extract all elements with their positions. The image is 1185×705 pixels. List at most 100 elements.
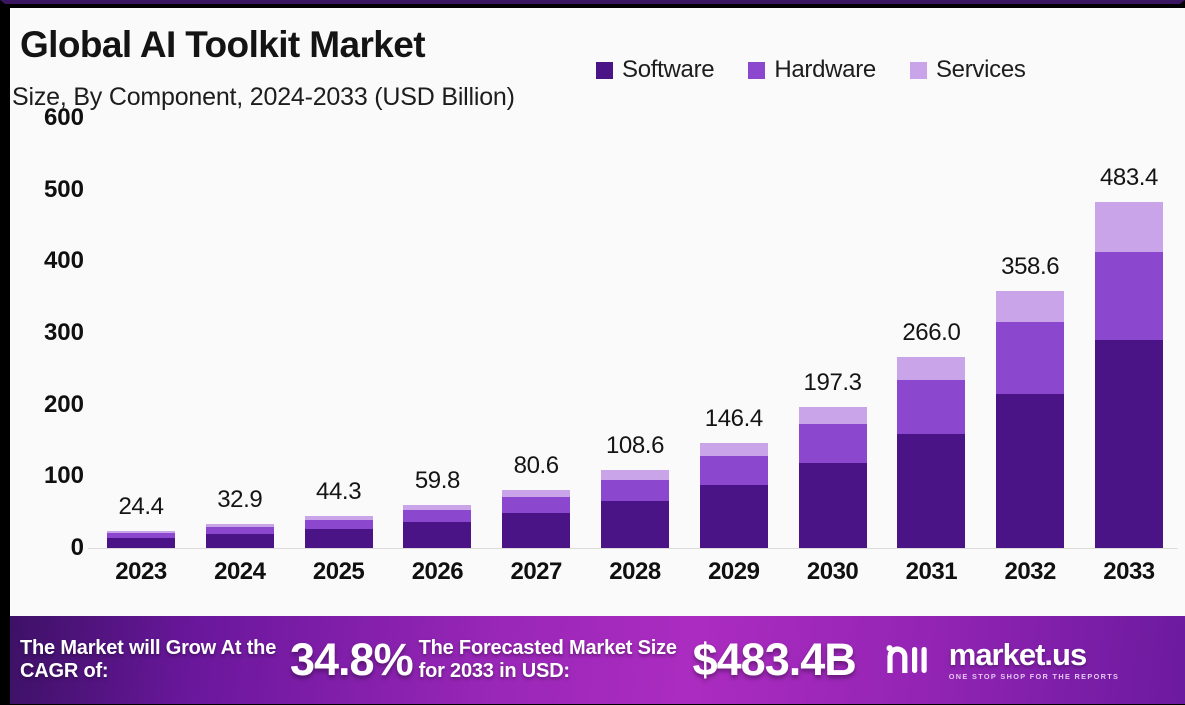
bar-stack <box>996 291 1065 548</box>
forecast-value: $483.4B <box>692 634 857 685</box>
x-tick-label: 2030 <box>806 558 859 585</box>
bar-segment-software[interactable] <box>1094 340 1163 548</box>
cagr-label: The Market will Grow At the CAGR of: <box>20 637 277 682</box>
bar-column[interactable]: 59.8 <box>388 118 486 548</box>
bar-segment-hardware[interactable] <box>996 322 1065 395</box>
bar-segment-hardware[interactable] <box>600 479 669 502</box>
bar-segment-services[interactable] <box>699 443 768 456</box>
chart-legend: Software Hardware Services <box>596 56 1026 84</box>
bar-segment-software[interactable] <box>403 522 472 548</box>
footer-banner: The Market will Grow At the CAGR of: 34.… <box>10 616 1185 704</box>
bar-column[interactable]: 32.9 <box>191 118 289 548</box>
bar-value-label: 108.6 <box>605 432 665 460</box>
bar-column[interactable]: 146.4 <box>685 118 783 548</box>
bar-column[interactable]: 358.6 <box>981 118 1079 548</box>
y-tick-label: 0 <box>70 534 84 561</box>
y-tick-label: 400 <box>43 247 84 275</box>
bar-stack <box>897 357 966 548</box>
bar-segment-hardware[interactable] <box>699 455 768 486</box>
bar-segment-services[interactable] <box>996 291 1065 323</box>
bar-column[interactable]: 108.6 <box>586 118 684 548</box>
bar-segment-hardware[interactable] <box>798 423 867 464</box>
y-axis: 0 100 200 300 400 500 600 <box>10 104 90 561</box>
bar-stack <box>107 530 175 548</box>
legend-swatch-software-icon <box>596 61 613 79</box>
bar-stack <box>600 470 669 548</box>
bar-segment-services[interactable] <box>897 357 966 381</box>
bar-value-label: 266.0 <box>902 319 961 347</box>
bar-column[interactable]: 80.6 <box>487 118 585 548</box>
bar-value-label: 358.6 <box>1001 253 1060 281</box>
y-tick-label: 300 <box>43 319 84 346</box>
bar-value-label: 80.6 <box>513 452 560 480</box>
bar-value-label: 483.4 <box>1099 163 1158 191</box>
bar-segment-software[interactable] <box>205 533 274 548</box>
bar-segment-services[interactable] <box>107 530 175 533</box>
bar-segment-services[interactable] <box>600 470 669 480</box>
bar-column[interactable]: 24.4 <box>92 118 190 548</box>
bar-stack <box>403 505 472 548</box>
bar-segment-services[interactable] <box>205 524 274 528</box>
legend-label-services: Services <box>935 56 1026 83</box>
bar-segment-software[interactable] <box>897 433 966 548</box>
x-tick-label: 2029 <box>708 558 760 585</box>
legend-item-software[interactable]: Software <box>596 56 715 84</box>
bar-column[interactable]: 483.4 <box>1080 118 1178 548</box>
bar-segment-hardware[interactable] <box>304 520 373 529</box>
bar-value-label: 44.3 <box>316 478 362 506</box>
bar-value-label: 197.3 <box>803 368 862 396</box>
x-tick-label: 2024 <box>214 558 266 585</box>
bar-segment-software[interactable] <box>304 528 373 548</box>
bar-segment-services[interactable] <box>403 505 472 511</box>
cagr-block: The Market will Grow At the CAGR of: 34.… <box>10 634 414 686</box>
bar-stack <box>304 516 373 548</box>
bar-column[interactable]: 197.3 <box>784 118 882 548</box>
bar-segment-software[interactable] <box>798 463 867 548</box>
legend-item-hardware[interactable]: Hardware <box>748 56 876 84</box>
forecast-label: The Forecasted Market Size for 2033 in U… <box>418 637 677 682</box>
x-tick-label: 2026 <box>411 558 464 585</box>
legend-swatch-services-icon <box>909 61 927 79</box>
page-title: Global AI Toolkit Market <box>20 24 426 65</box>
bar-segment-services[interactable] <box>798 406 867 424</box>
bar-segment-hardware[interactable] <box>502 497 571 514</box>
bar-segment-services[interactable] <box>1094 201 1163 253</box>
bar-column[interactable]: 44.3 <box>290 118 388 548</box>
bar-segment-software[interactable] <box>996 394 1065 548</box>
x-tick-label: 2023 <box>115 558 167 585</box>
y-tick-label: 200 <box>43 390 84 418</box>
bar-segment-hardware[interactable] <box>897 380 966 434</box>
logo-text: market.us ONE STOP SHOP FOR THE REPORTS <box>949 639 1120 680</box>
brand-logo[interactable]: market.us ONE STOP SHOP FOR THE REPORTS <box>884 639 1120 681</box>
bar-value-label: 146.4 <box>704 405 763 433</box>
bar-segment-software[interactable] <box>600 501 669 548</box>
x-axis-baseline <box>88 548 1178 549</box>
bar-value-label: 24.4 <box>118 492 164 520</box>
infographic-canvas: Global AI Toolkit Market Size, By Compon… <box>10 8 1185 704</box>
page-subtitle: Size, By Component, 2024-2033 (USD Billi… <box>12 83 515 111</box>
bar-segment-services[interactable] <box>502 490 571 498</box>
market-us-logo-icon <box>886 645 927 673</box>
y-tick-label: 600 <box>43 104 84 131</box>
bar-segment-software[interactable] <box>107 537 175 548</box>
logo-wordmark: market.us <box>948 637 1087 673</box>
bar-segment-software[interactable] <box>699 485 768 548</box>
bar-value-label: 32.9 <box>217 486 263 514</box>
x-tick-label: 2032 <box>1004 558 1056 585</box>
bar-segment-hardware[interactable] <box>205 527 274 534</box>
bar-segment-hardware[interactable] <box>1094 252 1163 341</box>
chart-header: Global AI Toolkit Market Size, By Compon… <box>10 8 1185 118</box>
bar-segment-hardware[interactable] <box>107 532 175 538</box>
bar-segment-services[interactable] <box>304 516 373 521</box>
x-tick-label: 2031 <box>905 558 958 585</box>
legend-label-hardware: Hardware <box>774 56 876 83</box>
forecast-block: The Forecasted Market Size for 2033 in U… <box>413 634 857 686</box>
bar-stack <box>502 490 571 548</box>
bar-segment-software[interactable] <box>502 513 571 548</box>
x-tick-label: 2027 <box>510 558 562 585</box>
y-tick-label: 100 <box>43 462 84 490</box>
legend-item-services[interactable]: Services <box>909 56 1026 84</box>
bar-segment-hardware[interactable] <box>403 510 472 523</box>
bar-column[interactable]: 266.0 <box>882 118 980 548</box>
